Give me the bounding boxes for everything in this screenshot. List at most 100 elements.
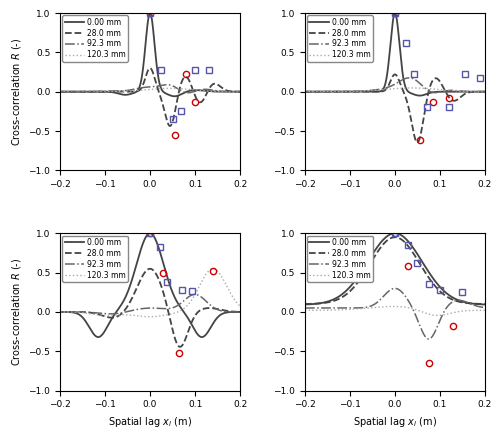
92.3 mm	[406, 75, 412, 80]
92.3 mm	[333, 306, 339, 311]
120.3 mm	[214, 268, 220, 273]
120.3 mm	[210, 266, 216, 271]
0.00 mm	[234, 89, 239, 94]
120.3 mm	[78, 310, 84, 315]
120.3 mm	[459, 89, 465, 94]
120.3 mm	[234, 300, 239, 305]
120.3 mm	[379, 304, 385, 309]
120.3 mm	[459, 309, 465, 314]
0.00 mm	[147, 231, 153, 236]
92.3 mm	[78, 89, 84, 94]
0.00 mm	[302, 89, 308, 94]
28.0 mm	[414, 140, 420, 145]
28.0 mm	[234, 89, 239, 94]
X-axis label: Spatial lag $x_l$ (m): Spatial lag $x_l$ (m)	[108, 415, 192, 429]
120.3 mm	[482, 89, 488, 95]
120.3 mm	[379, 87, 385, 92]
120.3 mm	[478, 308, 484, 313]
28.0 mm	[478, 301, 484, 306]
0.00 mm	[459, 299, 465, 304]
92.3 mm	[432, 90, 438, 95]
28.0 mm	[78, 89, 84, 94]
120.3 mm	[302, 308, 308, 313]
0.00 mm	[126, 286, 132, 291]
120.3 mm	[78, 88, 84, 93]
Text: (d): (d)	[312, 238, 328, 248]
0.00 mm	[302, 302, 308, 307]
120.3 mm	[322, 89, 328, 94]
120.3 mm	[237, 303, 243, 309]
Line: 28.0 mm: 28.0 mm	[60, 68, 240, 126]
Line: 28.0 mm: 28.0 mm	[60, 269, 240, 347]
92.3 mm	[192, 292, 198, 297]
120.3 mm	[230, 89, 236, 95]
28.0 mm	[302, 301, 308, 306]
92.3 mm	[134, 307, 140, 312]
120.3 mm	[333, 307, 339, 312]
120.3 mm	[482, 308, 488, 313]
0.00 mm	[392, 10, 398, 16]
Legend: 0.00 mm, 28.0 mm, 92.3 mm, 120.3 mm: 0.00 mm, 28.0 mm, 92.3 mm, 120.3 mm	[62, 15, 128, 62]
Legend: 0.00 mm, 28.0 mm, 92.3 mm, 120.3 mm: 0.00 mm, 28.0 mm, 92.3 mm, 120.3 mm	[307, 15, 372, 62]
92.3 mm	[379, 86, 385, 92]
92.3 mm	[333, 89, 339, 94]
92.3 mm	[392, 286, 398, 291]
28.0 mm	[333, 89, 339, 94]
0.00 mm	[57, 309, 63, 315]
92.3 mm	[108, 311, 114, 316]
28.0 mm	[459, 93, 465, 99]
Legend: 0.00 mm, 28.0 mm, 92.3 mm, 120.3 mm: 0.00 mm, 28.0 mm, 92.3 mm, 120.3 mm	[62, 236, 128, 282]
92.3 mm	[126, 88, 132, 93]
92.3 mm	[478, 305, 484, 310]
120.3 mm	[147, 314, 153, 319]
28.0 mm	[134, 285, 140, 290]
120.3 mm	[333, 89, 339, 94]
0.00 mm	[78, 89, 84, 94]
28.0 mm	[371, 255, 377, 260]
Legend: 0.00 mm, 28.0 mm, 92.3 mm, 120.3 mm: 0.00 mm, 28.0 mm, 92.3 mm, 120.3 mm	[307, 236, 372, 282]
28.0 mm	[482, 301, 488, 306]
0.00 mm	[459, 89, 465, 94]
28.0 mm	[214, 82, 220, 87]
28.0 mm	[379, 243, 385, 249]
92.3 mm	[164, 82, 170, 87]
92.3 mm	[185, 90, 191, 95]
120.3 mm	[371, 305, 377, 310]
0.00 mm	[322, 299, 328, 305]
Text: (b): (b)	[312, 18, 328, 28]
120.3 mm	[57, 89, 63, 94]
92.3 mm	[302, 306, 308, 311]
120.3 mm	[302, 89, 308, 94]
92.3 mm	[482, 89, 488, 94]
92.3 mm	[88, 89, 94, 94]
0.00 mm	[88, 89, 94, 94]
28.0 mm	[478, 89, 484, 94]
Line: 0.00 mm: 0.00 mm	[60, 13, 240, 96]
Line: 92.3 mm: 92.3 mm	[305, 288, 485, 339]
92.3 mm	[126, 309, 132, 314]
Y-axis label: Cross-correlation $R$ (-): Cross-correlation $R$ (-)	[10, 258, 23, 366]
0.00 mm	[416, 93, 422, 98]
0.00 mm	[371, 89, 377, 94]
120.3 mm	[478, 89, 484, 95]
28.0 mm	[57, 89, 63, 94]
92.3 mm	[478, 89, 484, 94]
120.3 mm	[214, 89, 220, 94]
28.0 mm	[167, 123, 173, 128]
0.00 mm	[322, 89, 328, 94]
92.3 mm	[57, 309, 63, 315]
Line: 0.00 mm: 0.00 mm	[60, 233, 240, 337]
92.3 mm	[134, 86, 140, 91]
0.00 mm	[371, 249, 377, 254]
92.3 mm	[237, 89, 243, 94]
92.3 mm	[214, 307, 220, 312]
92.3 mm	[459, 298, 465, 303]
28.0 mm	[126, 301, 132, 306]
120.3 mm	[237, 89, 243, 95]
28.0 mm	[147, 66, 153, 71]
0.00 mm	[57, 89, 63, 94]
92.3 mm	[459, 89, 465, 94]
Line: 0.00 mm: 0.00 mm	[305, 13, 485, 95]
X-axis label: Spatial lag $x_l$ (m): Spatial lag $x_l$ (m)	[353, 415, 437, 429]
0.00 mm	[134, 89, 140, 94]
